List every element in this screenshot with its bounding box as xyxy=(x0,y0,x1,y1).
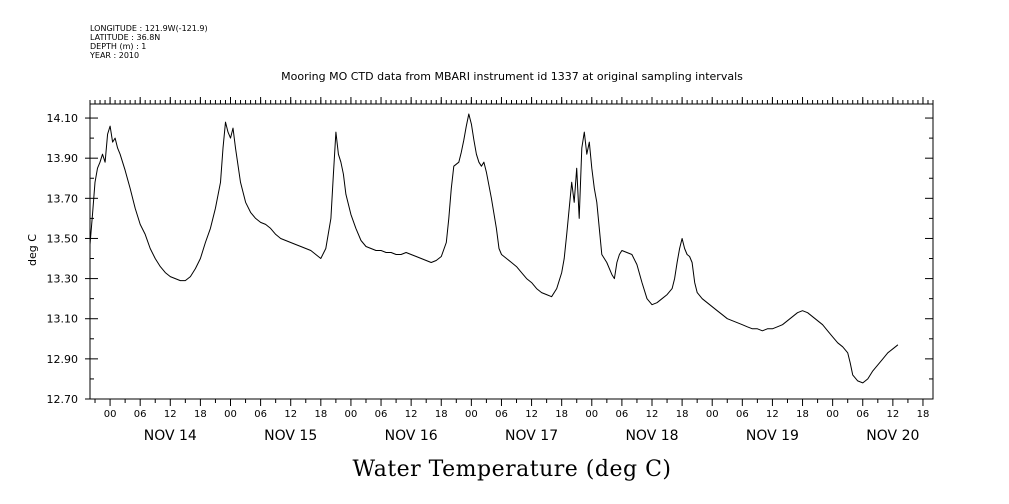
y-tick-label: 13.90 xyxy=(47,152,79,165)
x-tick-label: 12 xyxy=(646,409,659,420)
meta-longitude: LONGITUDE : 121.9W(-121.9) xyxy=(90,24,208,33)
day-label: NOV 14 xyxy=(144,428,197,444)
x-axis: 00 06 12 18 00 06 12 18 00 06 12 18 00 06 12 18 00 06 12 18… xyxy=(94,97,930,444)
x-tick-label: 00 xyxy=(585,409,598,420)
x-tick-label: 12 xyxy=(766,409,779,420)
x-tick-label: 18 xyxy=(194,409,207,420)
x-tick-label: 12 xyxy=(886,409,899,420)
meta-block: LONGITUDE : 121.9W(-121.9) LATITUDE : 36… xyxy=(89,24,208,60)
y-tick-label: 12.70 xyxy=(47,393,79,406)
x-tick-label: 18 xyxy=(314,409,327,420)
x-tick-label: 00 xyxy=(104,409,117,420)
minor-ticks xyxy=(89,100,934,104)
x-tick-label: 12 xyxy=(405,409,418,420)
x-tick-label: 06 xyxy=(254,409,267,420)
y-tick-label: 14.10 xyxy=(47,112,79,125)
x-tick-label: 06 xyxy=(736,409,749,420)
day-label: NOV 17 xyxy=(505,428,558,444)
day-label: NOV 18 xyxy=(625,428,678,444)
y-tick-label: 12.90 xyxy=(47,353,79,366)
series-line-water-temperature xyxy=(89,113,899,384)
day-label: NOV 19 xyxy=(746,428,799,444)
x-tick-label: 06 xyxy=(495,409,508,420)
day-label: NOV 15 xyxy=(264,428,317,444)
y-tick-label: 13.30 xyxy=(47,273,79,286)
x-tick-label: 12 xyxy=(164,409,177,420)
x-tick-label: 00 xyxy=(826,409,839,420)
x-tick-label: 18 xyxy=(555,409,568,420)
chart-title: Mooring MO CTD data from MBARI instrumen… xyxy=(281,70,743,83)
plot-frame xyxy=(89,103,934,400)
x-tick-label: 00 xyxy=(465,409,478,420)
x-tick-label: 18 xyxy=(676,409,689,420)
y-axis-label: deg C xyxy=(26,234,39,266)
x-tick-label: 12 xyxy=(284,409,297,420)
y-axis: 12.70 12.90 13.10 13.30 13.50 13.70 13.90 14.10 xyxy=(47,112,933,406)
x-tick-label: 18 xyxy=(435,409,448,420)
y-tick-label: 13.50 xyxy=(47,232,79,245)
x-tick-label: 00 xyxy=(706,409,719,420)
series-layer xyxy=(89,113,899,384)
x-tick-label: 12 xyxy=(525,409,538,420)
y-tick-label: 13.70 xyxy=(47,192,79,205)
day-label: NOV 16 xyxy=(385,428,438,444)
x-tick-label: 06 xyxy=(134,409,147,420)
day-label: NOV 20 xyxy=(866,428,919,444)
meta-year: YEAR : 2010 xyxy=(89,51,139,60)
meta-depth: DEPTH (m) : 1 xyxy=(90,42,146,51)
meta-latitude: LATITUDE : 36.8N xyxy=(90,33,160,42)
x-tick-label: 00 xyxy=(345,409,358,420)
x-tick-label: 18 xyxy=(917,409,930,420)
y-tick-label: 13.10 xyxy=(47,313,79,326)
x-tick-label: 00 xyxy=(224,409,237,420)
x-tick-label: 06 xyxy=(856,409,869,420)
x-tick-label: 06 xyxy=(375,409,388,420)
x-tick-label: 06 xyxy=(616,409,629,420)
x-axis-label: Water Temperature (deg C) xyxy=(353,457,672,482)
x-tick-label: 18 xyxy=(796,409,809,420)
